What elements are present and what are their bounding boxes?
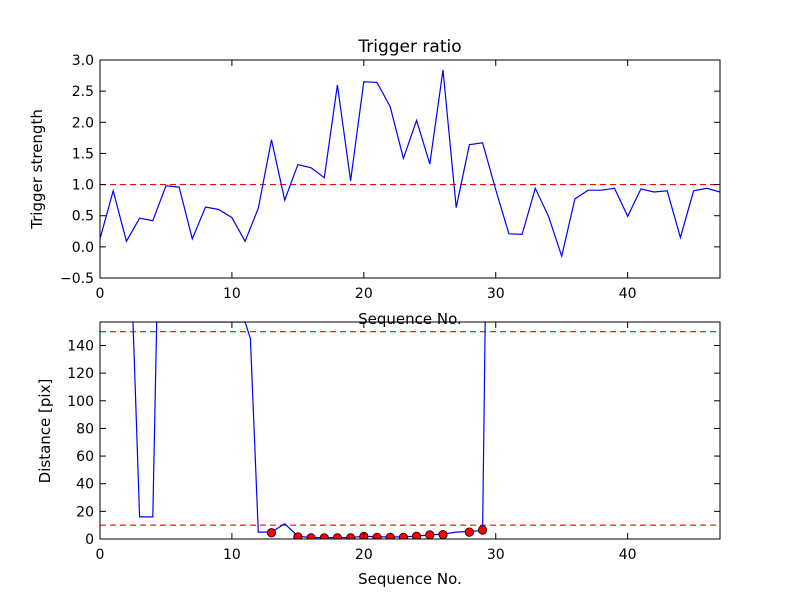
- y-tick-label: −0.5: [60, 271, 94, 287]
- data-point: [266, 528, 277, 538]
- y-axis-label: Distance [pix]: [36, 379, 54, 484]
- data-point: [332, 533, 343, 539]
- y-tick-label: 1.5: [72, 146, 94, 162]
- distance-plot-area: [99, 321, 721, 540]
- chart-title: Trigger ratio: [357, 37, 461, 57]
- data-point: [477, 525, 488, 535]
- x-tick-label: 40: [619, 286, 637, 302]
- plot-content: [100, 69, 720, 259]
- trigger-ratio-chart: 0 10 20 30 40 −0.5 0.0 0.5 1.0 1.5 2.0 2.5 3.0 Trigg…: [28, 37, 721, 328]
- y-tick-label: 0.5: [72, 209, 94, 225]
- data-point: [319, 533, 329, 539]
- x-tick-label: 40: [619, 547, 637, 563]
- y-axis-label: Trigger strength: [28, 109, 46, 230]
- x-tick-label: 0: [96, 547, 105, 563]
- y-tick-label: 40: [76, 477, 94, 493]
- distance-tick-labels: 0 10 20 30 40 0 20 40 60 80 100 120 140: [67, 338, 636, 563]
- y-tick-label: 20: [76, 504, 94, 520]
- y-tick-label: 80: [76, 421, 94, 437]
- y-tick-label: 100: [67, 394, 94, 410]
- x-axis-label: Sequence No.: [358, 570, 462, 588]
- axes-frame: [99, 59, 721, 279]
- data-point: [425, 530, 435, 539]
- y-tick-label: 2.5: [72, 84, 94, 100]
- y-tick-label: 60: [76, 449, 94, 465]
- y-tick-label: 2.0: [72, 115, 94, 131]
- data-point: [293, 532, 303, 539]
- trigger-ratio-plot-area: [99, 59, 721, 279]
- x-tick-label: 0: [96, 286, 105, 302]
- x-tick-label: 20: [355, 547, 373, 563]
- y-tick-label: 1.0: [72, 178, 94, 194]
- x-tick-label: 30: [487, 286, 505, 302]
- x-tick-label: 10: [223, 547, 241, 563]
- data-point: [372, 532, 382, 539]
- data-point: [464, 527, 474, 537]
- data-point: [438, 529, 448, 539]
- x-tick-label: 10: [223, 286, 241, 302]
- distance-chart: 0 10 20 30 40 0 20 40 60 80 100 120 140 Sequence No.…: [36, 321, 721, 588]
- x-tick-label: 30: [487, 547, 505, 563]
- series-line: [100, 69, 720, 259]
- y-tick-label: 0: [85, 532, 94, 548]
- data-point: [411, 531, 422, 539]
- y-tick-label: 120: [67, 366, 94, 382]
- y-tick-label: 0.0: [72, 240, 94, 256]
- data-point: [346, 533, 356, 539]
- data-point: [398, 532, 409, 539]
- trigger-ratio-tick-labels: 0 10 20 30 40 −0.5 0.0 0.5 1.0 1.5 2.0 2.5 3.0: [60, 53, 637, 302]
- data-point: [306, 533, 316, 539]
- data-point: [385, 532, 395, 539]
- axes-frame: [99, 321, 721, 540]
- y-tick-label: 3.0: [72, 53, 94, 69]
- plot-content: [100, 322, 720, 539]
- x-axis-label: Sequence No.: [358, 310, 462, 328]
- x-tick-label: 20: [355, 286, 373, 302]
- y-tick-label: 140: [67, 338, 94, 354]
